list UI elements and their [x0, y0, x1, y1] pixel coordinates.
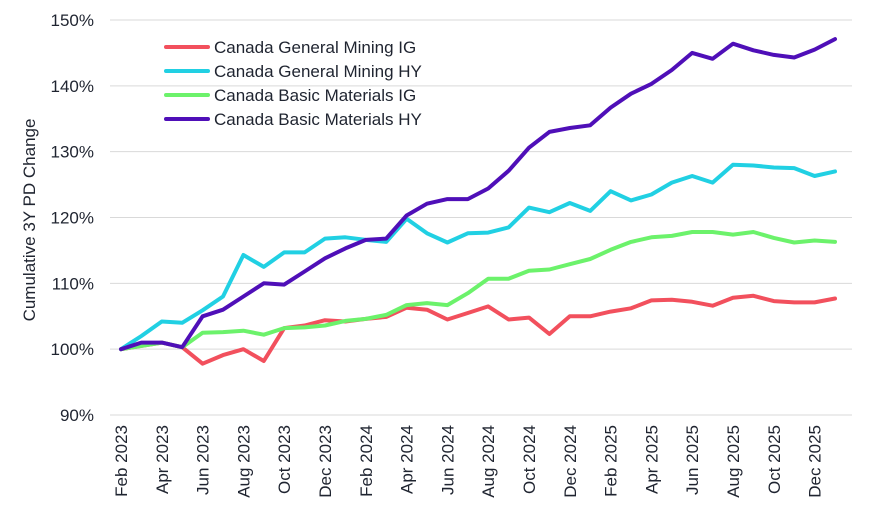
- legend: Canada General Mining IG Canada General M…: [164, 38, 422, 129]
- series-line-canada-general-mining-hy: [119, 162, 837, 352]
- y-tick-label: 90%: [60, 406, 94, 425]
- x-tick-label: Feb 2025: [602, 425, 621, 497]
- x-tick-label: Dec 2025: [806, 425, 825, 498]
- series-line-canada-basic-materials-hy: [119, 37, 837, 352]
- x-tick-label: Aug 2023: [234, 425, 253, 498]
- series-line-canada-basic-materials-ig: [119, 230, 837, 352]
- y-tick-label: 110%: [52, 274, 94, 293]
- y-tick-label: 100%: [51, 340, 94, 359]
- legend-label: Canada General Mining HY: [214, 62, 422, 81]
- y-axis-ticks: 90% 100% 110% 120% 130% 140% 150%: [51, 11, 94, 425]
- y-axis-label: Cumulative 3Y PD Change: [20, 119, 39, 322]
- x-tick-label: Dec 2024: [561, 425, 580, 498]
- x-axis-ticks: Feb 2023 Apr 2023 Jun 2023 Aug 2023 Oct 2023…: [112, 425, 825, 498]
- x-tick-label: Dec 2023: [316, 425, 335, 498]
- y-tick-label: 150%: [51, 11, 94, 30]
- x-tick-label: Feb 2023: [112, 425, 131, 497]
- series-line-canada-general-mining-ig: [119, 293, 837, 366]
- x-tick-label: Apr 2023: [153, 425, 172, 494]
- x-tick-label: Aug 2025: [724, 425, 743, 498]
- x-tick-label: Oct 2025: [765, 425, 784, 494]
- x-tick-label: Apr 2025: [642, 425, 661, 494]
- y-tick-label: 120%: [51, 209, 94, 228]
- series-lines: [119, 37, 837, 366]
- x-tick-label: Jun 2025: [683, 425, 702, 495]
- x-tick-label: Jun 2024: [438, 425, 457, 495]
- legend-label: Canada General Mining IG: [214, 38, 416, 57]
- legend-label: Canada Basic Materials IG: [214, 86, 416, 105]
- y-tick-label: 130%: [51, 143, 94, 162]
- x-tick-label: Feb 2024: [357, 425, 376, 497]
- legend-label: Canada Basic Materials HY: [214, 110, 422, 129]
- x-tick-label: Oct 2023: [275, 425, 294, 494]
- x-tick-label: Apr 2024: [398, 425, 417, 494]
- x-tick-label: Aug 2024: [479, 425, 498, 498]
- y-tick-label: 140%: [51, 77, 94, 96]
- x-tick-label: Jun 2023: [194, 425, 213, 495]
- x-tick-label: Oct 2024: [520, 425, 539, 494]
